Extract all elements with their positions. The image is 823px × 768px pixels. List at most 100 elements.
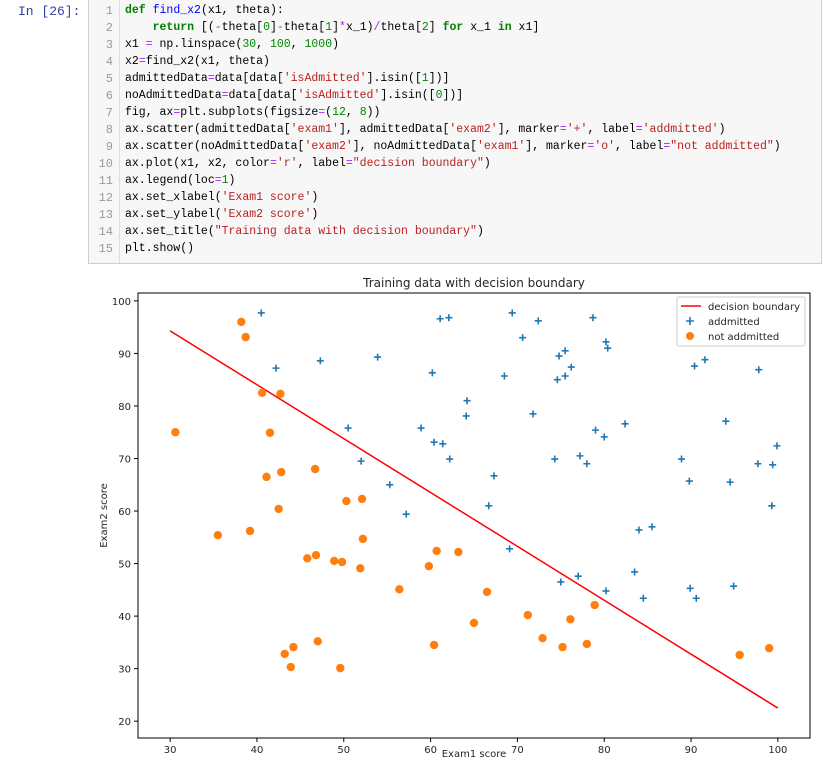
code-token: 'exam1' <box>290 123 339 136</box>
not-admitted-point <box>274 504 283 514</box>
code-line: x1 = np.linspace(30, 100, 1000) <box>125 38 339 51</box>
admitted-point <box>417 424 425 432</box>
admitted-point <box>374 353 382 361</box>
not-admitted-point <box>276 389 285 399</box>
code-line: ax.plot(x1, x2, color='r', label="decisi… <box>125 157 491 170</box>
line-number: 12 <box>98 191 113 205</box>
admitted-point <box>692 594 700 602</box>
admitted-point <box>557 578 565 586</box>
admitted-point <box>506 545 514 553</box>
legend-label: decision boundary <box>708 302 800 313</box>
admitted-point <box>553 376 561 384</box>
line-number: 13 <box>98 208 113 222</box>
code-token: x2 <box>125 55 139 68</box>
admitted-point <box>604 344 612 352</box>
code-token: = <box>635 123 643 136</box>
code-token: x1] <box>511 21 540 34</box>
code-token: = <box>663 140 671 153</box>
code-token: ) <box>476 225 484 238</box>
code-token: 1 <box>325 21 333 34</box>
admitted-point <box>439 440 447 448</box>
code-token: in <box>497 21 512 34</box>
line-number: 6 <box>105 89 113 103</box>
code-token: x1 <box>125 38 146 51</box>
code-token: 1 <box>421 72 429 85</box>
code-token: 2 <box>421 21 429 34</box>
code-token: ], admittedData[ <box>338 123 450 136</box>
not-admitted-point <box>358 534 368 544</box>
not-admitted-point <box>286 662 296 672</box>
code-token: ], marker <box>497 123 560 136</box>
code-token: ax.legend(loc <box>125 174 215 187</box>
code-token: )) <box>366 106 381 119</box>
code-line: ax.set_title("Training data with decisio… <box>125 225 484 238</box>
code-line: ax.legend(loc=1) <box>125 174 235 187</box>
admitted-point <box>436 315 444 323</box>
admitted-point <box>691 362 699 370</box>
line-number: 3 <box>105 38 113 52</box>
legend-label: addmitted <box>708 317 760 328</box>
code-line: fig, ax=plt.subplots(figsize=(12, 8)) <box>125 106 380 119</box>
admitted-point <box>257 309 265 317</box>
x-axis-label: Exam1 score <box>442 749 507 760</box>
code-token: 1 <box>221 174 229 187</box>
admitted-point <box>583 460 591 468</box>
admitted-point <box>773 442 781 450</box>
code-token: ) <box>332 38 340 51</box>
code-token: return <box>152 21 195 34</box>
not-admitted-point <box>303 554 312 563</box>
admitted-point <box>602 338 610 346</box>
not-admitted-point <box>262 472 271 482</box>
line-number: 5 <box>105 72 113 86</box>
x-tick-label: 30 <box>164 745 177 756</box>
code-token: 'isAdmitted' <box>297 89 381 102</box>
admitted-point <box>463 397 471 405</box>
code-token: = <box>138 55 146 68</box>
code-token: [( <box>194 21 215 34</box>
admitted-point <box>485 502 493 510</box>
admitted-point <box>574 572 582 580</box>
admitted-point <box>555 352 563 360</box>
not-admitted-point <box>311 550 321 560</box>
x-tick-label: 40 <box>251 745 264 756</box>
admitted-point <box>430 438 438 446</box>
admitted-point <box>678 455 686 463</box>
code-token: = <box>269 157 277 170</box>
admitted-point <box>639 594 647 602</box>
code-token: x_1) <box>345 21 374 34</box>
code-token: ], noAdmittedData[ <box>352 140 477 153</box>
code-line: ax.scatter(admittedData['exam1'], admitt… <box>125 123 725 136</box>
code-token: ) <box>228 174 236 187</box>
y-axis-label: Exam2 score <box>99 483 110 548</box>
not-admitted-point <box>395 585 404 594</box>
code-token: , <box>345 106 360 119</box>
y-tick-label: 40 <box>118 612 131 623</box>
y-tick-label: 100 <box>112 297 131 308</box>
admitted-point <box>508 309 516 317</box>
code-token: find_x2(x1, theta) <box>145 55 270 68</box>
not-admitted-point <box>582 639 592 649</box>
admitted-point <box>500 372 508 380</box>
code-cell[interactable]: 1 2 3 4 5 6 7 8 9 10 11 12 13 14 15 def find_x2(x1, th… <box>88 0 822 264</box>
code-token: = <box>173 106 181 119</box>
not-admitted-point <box>454 547 463 557</box>
admitted-point <box>462 412 470 420</box>
x-tick-label: 50 <box>337 745 350 756</box>
code-line: x2=find_x2(x1, theta) <box>125 55 270 68</box>
not-admitted-point <box>330 556 339 566</box>
not-admitted-point <box>241 332 250 342</box>
code-token: = <box>587 140 595 153</box>
line-number: 2 <box>105 21 113 35</box>
code-token: np.linspace( <box>152 38 243 51</box>
admitted-point <box>446 455 454 463</box>
code-token: 'r' <box>276 157 298 170</box>
admitted-point <box>272 364 280 372</box>
admitted-point <box>567 363 575 371</box>
code-token: 'isAdmitted' <box>283 72 367 85</box>
x-tick-label: 60 <box>424 745 437 756</box>
admitted-point <box>726 478 734 486</box>
x-tick-label: 90 <box>685 745 698 756</box>
not-admitted-point <box>590 600 599 610</box>
code-token: , label <box>615 140 664 153</box>
code-token: 'Exam1 score' <box>221 191 312 204</box>
